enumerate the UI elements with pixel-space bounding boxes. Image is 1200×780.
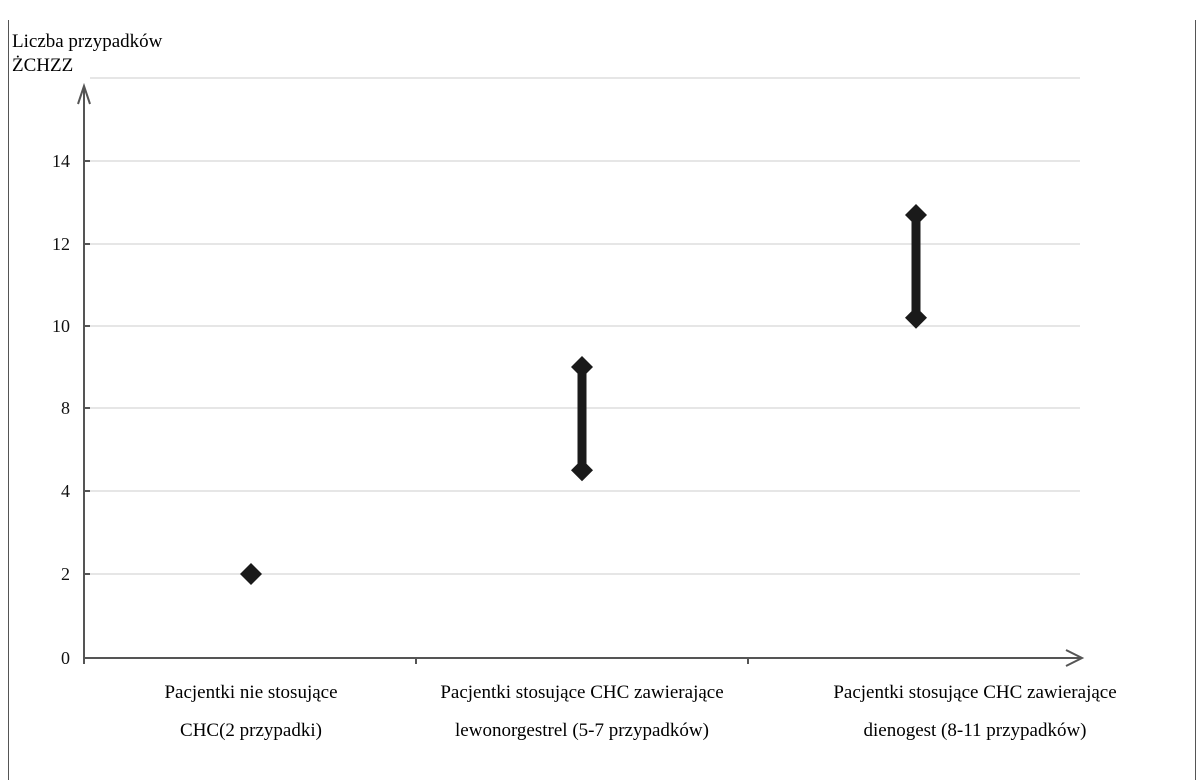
category-label-0: Pacjentki nie stosujące CHC(2 przypadki) xyxy=(61,674,441,750)
range-low-marker-2 xyxy=(905,306,927,329)
category-label-1-line-0: Pacjentki stosujące CHC zawierające xyxy=(440,682,724,703)
y-axis-label-line-1: Liczba przypadków xyxy=(12,31,163,52)
category-label-2: Pacjentki stosujące CHC zawierające dieno… xyxy=(785,674,1165,750)
y-tick-label-3: 8 xyxy=(61,398,70,418)
category-label-0-line-0: Pacjentki nie stosujące xyxy=(164,682,338,703)
range-low-marker-0 xyxy=(240,563,262,585)
y-axis-label: Liczba przypadków ŻCHZZ xyxy=(12,30,162,78)
y-tick-label-5: 12 xyxy=(52,234,70,254)
range-high-marker-2 xyxy=(905,203,927,226)
y-tick-label-2: 4 xyxy=(61,481,70,501)
range-low-marker-1 xyxy=(571,459,593,482)
y-tick-label-6: 14 xyxy=(52,151,70,171)
category-label-1: Pacjentki stosujące CHC zawierające lewon… xyxy=(392,674,772,750)
y-axis-arrow xyxy=(77,82,91,105)
category-label-2-line-0: Pacjentki stosujące CHC zawierające xyxy=(833,682,1117,703)
y-tick-label-0: 0 xyxy=(61,648,70,668)
category-label-0-line-1: CHC(2 przypadki) xyxy=(180,720,322,741)
chart-frame xyxy=(8,20,1196,780)
category-label-2-line-1: dienogest (8-11 przypadków) xyxy=(863,720,1087,741)
y-tick-label-4: 10 xyxy=(52,316,70,336)
range-high-marker-1 xyxy=(571,356,593,378)
y-tick-label-1: 2 xyxy=(61,564,70,584)
x-axis-arrow xyxy=(1065,649,1085,667)
category-label-1-line-1: lewonorgestrel (5-7 przypadków) xyxy=(455,720,709,741)
y-axis-label-line-2: ŻCHZZ xyxy=(12,55,74,76)
